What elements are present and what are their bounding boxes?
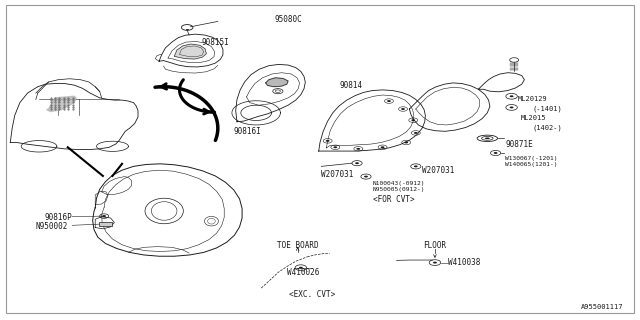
Text: 90815I: 90815I <box>202 38 230 47</box>
Polygon shape <box>47 96 76 112</box>
Circle shape <box>355 162 359 164</box>
Text: W207031: W207031 <box>422 166 454 175</box>
Circle shape <box>401 108 405 110</box>
Text: (-1401): (-1401) <box>532 106 563 112</box>
Circle shape <box>493 152 497 154</box>
FancyBboxPatch shape <box>99 222 112 226</box>
Text: W410026: W410026 <box>287 268 319 277</box>
Text: A955001117: A955001117 <box>581 304 623 310</box>
Ellipse shape <box>204 216 218 226</box>
Text: 90814: 90814 <box>339 81 362 90</box>
Circle shape <box>299 267 303 269</box>
Circle shape <box>387 100 391 102</box>
Circle shape <box>509 95 513 97</box>
Text: 90816I: 90816I <box>234 127 262 136</box>
Text: <EXC. CVT>: <EXC. CVT> <box>289 290 335 299</box>
Circle shape <box>414 165 418 167</box>
Polygon shape <box>174 44 206 59</box>
Circle shape <box>364 176 368 178</box>
Ellipse shape <box>477 135 497 141</box>
Text: N100043(-0912): N100043(-0912) <box>372 181 425 186</box>
Text: ML2015: ML2015 <box>520 115 546 121</box>
Text: W140065(1201-): W140065(1201-) <box>505 162 557 167</box>
Circle shape <box>381 146 385 148</box>
Ellipse shape <box>484 138 490 139</box>
Circle shape <box>433 262 437 264</box>
Text: W207031: W207031 <box>321 170 354 179</box>
Text: N950005(0912-): N950005(0912-) <box>372 187 425 192</box>
Circle shape <box>509 107 513 108</box>
Text: 90871E: 90871E <box>505 140 533 149</box>
Text: 95080C: 95080C <box>274 15 302 24</box>
Polygon shape <box>266 78 288 87</box>
Text: 90816P: 90816P <box>44 213 72 222</box>
Circle shape <box>404 141 408 143</box>
Circle shape <box>333 146 337 148</box>
Circle shape <box>102 215 106 217</box>
Text: W130067(-1201): W130067(-1201) <box>505 156 557 161</box>
Text: TOE BOARD: TOE BOARD <box>277 241 319 250</box>
Text: (1402-): (1402-) <box>532 124 563 131</box>
Ellipse shape <box>145 198 183 224</box>
Circle shape <box>326 140 330 142</box>
Text: ML20129: ML20129 <box>518 96 548 102</box>
Circle shape <box>414 132 418 134</box>
Text: W410038: W410038 <box>448 258 480 267</box>
Circle shape <box>356 148 360 150</box>
Text: N950002: N950002 <box>36 222 68 231</box>
Text: FLOOR: FLOOR <box>424 241 447 250</box>
Text: <FOR CVT>: <FOR CVT> <box>373 195 415 204</box>
Circle shape <box>412 119 415 121</box>
Circle shape <box>509 58 518 62</box>
